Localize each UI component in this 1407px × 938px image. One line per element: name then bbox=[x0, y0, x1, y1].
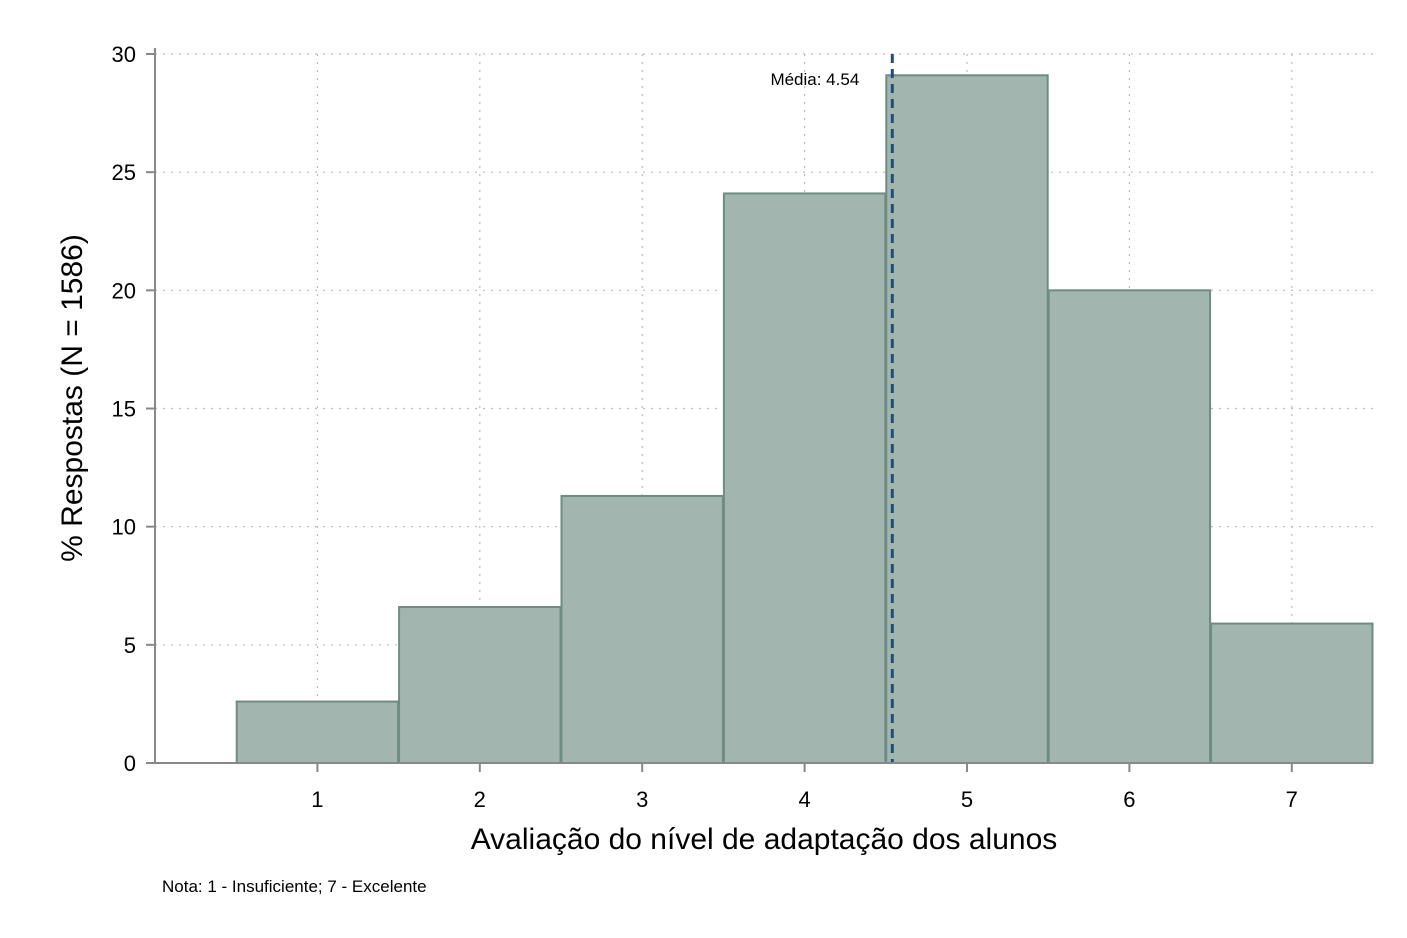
y-tick-label: 20 bbox=[112, 278, 136, 303]
y-tick-label: 15 bbox=[112, 397, 136, 422]
bar-3 bbox=[560, 494, 724, 764]
y-tick-label: 30 bbox=[112, 42, 136, 67]
bar-2 bbox=[398, 606, 562, 765]
x-tick-label: 1 bbox=[311, 787, 323, 812]
x-tick-label: 3 bbox=[636, 787, 648, 812]
bar-6 bbox=[1047, 289, 1212, 764]
x-tick-label: 6 bbox=[1123, 787, 1135, 812]
bar-4 bbox=[722, 192, 887, 765]
chart-note: Nota: 1 - Insuficiente; 7 - Excelente bbox=[162, 877, 427, 896]
x-tick-label: 5 bbox=[961, 787, 973, 812]
y-tick-label: 10 bbox=[112, 515, 136, 540]
bar-5 bbox=[885, 74, 1049, 764]
bar-7 bbox=[1210, 622, 1374, 765]
x-axis-title: Avaliação do nível de adaptação dos alun… bbox=[471, 823, 1058, 856]
x-tick-label: 2 bbox=[474, 787, 486, 812]
mean-marker: Média: 4.54 bbox=[770, 54, 894, 763]
y-tick-label: 0 bbox=[124, 751, 136, 776]
axes bbox=[146, 48, 1373, 772]
mean-label: Média: 4.54 bbox=[770, 70, 859, 89]
tick-labels: 0 5 10 15 20 25 30 1 2 3 4 5 6 7 bbox=[112, 42, 1298, 812]
x-tick-label: 7 bbox=[1286, 787, 1298, 812]
x-tick-label: 4 bbox=[798, 787, 810, 812]
bars bbox=[235, 74, 1374, 765]
bar-1 bbox=[235, 700, 400, 765]
y-tick-label: 5 bbox=[124, 633, 136, 658]
y-axis-title: % Respostas (N = 1586) bbox=[56, 234, 89, 562]
y-tick-label: 25 bbox=[112, 160, 136, 185]
